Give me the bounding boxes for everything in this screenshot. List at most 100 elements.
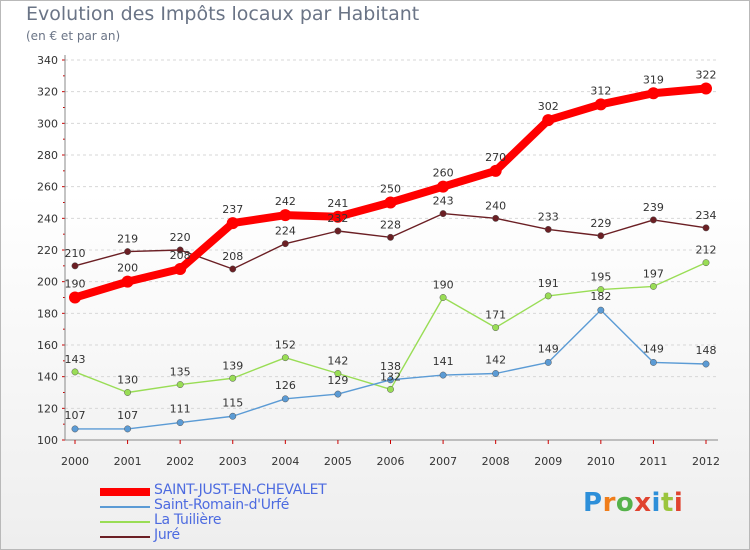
data-label: 260: [433, 167, 454, 180]
data-label: 212: [696, 244, 717, 257]
data-label: 107: [65, 409, 86, 422]
x-tick-label: 2005: [324, 455, 352, 468]
data-label: 208: [170, 249, 191, 262]
data-point: [71, 368, 79, 376]
data-point: [492, 214, 500, 222]
data-point: [176, 381, 184, 389]
data-label: 152: [275, 339, 296, 352]
data-label: 208: [222, 250, 243, 263]
data-label: 132: [380, 370, 401, 383]
data-point: [281, 240, 289, 248]
data-label: 141: [433, 355, 454, 368]
x-tick-label: 2002: [166, 455, 194, 468]
legend-swatch: [100, 536, 150, 538]
data-point: [387, 385, 394, 393]
data-point: [69, 291, 81, 304]
data-point: [387, 233, 394, 241]
logo-letter: t: [660, 488, 674, 518]
data-label: 195: [590, 271, 611, 284]
data-point: [281, 354, 289, 362]
data-point: [334, 390, 342, 398]
data-point: [124, 425, 132, 433]
data-point: [702, 224, 710, 232]
logo-letter: x: [634, 488, 652, 518]
data-point: [597, 232, 605, 240]
data-point: [226, 217, 239, 230]
logo-letter: i: [673, 488, 684, 518]
y-tick-label: 220: [37, 244, 58, 257]
legend-label: Saint-Romain-d'Urfé: [154, 497, 290, 513]
data-label: 126: [275, 379, 296, 392]
data-label: 149: [538, 342, 559, 355]
logo-letter: r: [602, 488, 616, 518]
data-point: [384, 196, 397, 209]
legend-swatch: [100, 488, 150, 496]
data-point: [492, 370, 500, 377]
data-label: 239: [643, 201, 664, 214]
data-label: 107: [117, 409, 138, 422]
data-label: 233: [538, 210, 559, 223]
data-label: 191: [538, 277, 559, 290]
data-label: 228: [380, 218, 401, 231]
data-label: 111: [170, 403, 191, 416]
data-label: 242: [275, 195, 296, 208]
data-point: [489, 164, 502, 177]
y-tick-label: 240: [37, 212, 58, 225]
data-point: [597, 306, 605, 314]
x-tick-label: 2003: [219, 455, 247, 468]
logo-letter: i: [651, 488, 661, 518]
data-label: 312: [590, 84, 611, 97]
data-label: 182: [590, 290, 611, 303]
data-label: 129: [327, 374, 348, 387]
data-label: 302: [538, 100, 559, 113]
y-tick-label: 260: [37, 181, 58, 194]
proxiti-logo: Proxiti: [583, 488, 683, 518]
y-tick-label: 300: [37, 117, 58, 130]
data-label: 210: [65, 247, 86, 260]
data-point: [121, 275, 134, 288]
data-point: [594, 98, 607, 111]
legend-label: SAINT-JUST-EN-CHEVALET: [154, 482, 327, 498]
y-tick-label: 320: [37, 86, 58, 99]
data-point: [71, 425, 79, 433]
data-label: 322: [696, 69, 717, 82]
x-tick-label: 2006: [377, 455, 405, 468]
data-point: [649, 282, 657, 290]
data-point: [542, 114, 555, 127]
y-tick-label: 340: [37, 54, 58, 67]
data-label: 190: [433, 279, 454, 292]
chart-subtitle: (en € et par an): [26, 29, 121, 43]
x-tick-label: 2012: [692, 455, 720, 468]
data-point: [334, 227, 342, 235]
logo-letter: P: [583, 488, 603, 518]
data-point: [439, 210, 447, 218]
y-tick-label: 180: [37, 307, 58, 320]
x-tick-label: 2009: [534, 455, 562, 468]
data-label: 148: [696, 344, 717, 357]
data-point: [174, 263, 187, 275]
data-point: [702, 259, 710, 267]
y-tick-label: 120: [37, 402, 58, 415]
data-label: 219: [117, 233, 138, 246]
data-point: [437, 180, 450, 193]
y-tick-label: 200: [37, 276, 58, 289]
y-tick-label: 100: [37, 434, 58, 447]
data-point: [700, 82, 712, 95]
x-tick-label: 2007: [429, 455, 457, 468]
legend-label: Juré: [154, 527, 180, 543]
data-point: [229, 412, 237, 420]
data-point: [492, 324, 500, 332]
data-label: 229: [590, 217, 611, 230]
data-point: [387, 376, 394, 384]
data-label: 240: [485, 199, 506, 212]
data-point: [331, 210, 344, 223]
data-point: [229, 265, 237, 273]
y-tick-label: 160: [37, 339, 58, 352]
chart-title: Evolution des Impôts locaux par Habitant: [26, 3, 420, 25]
data-label: 319: [643, 73, 664, 86]
data-point: [124, 248, 132, 256]
data-label: 250: [380, 183, 401, 196]
data-label: 243: [433, 195, 454, 208]
data-label: 135: [170, 366, 191, 379]
